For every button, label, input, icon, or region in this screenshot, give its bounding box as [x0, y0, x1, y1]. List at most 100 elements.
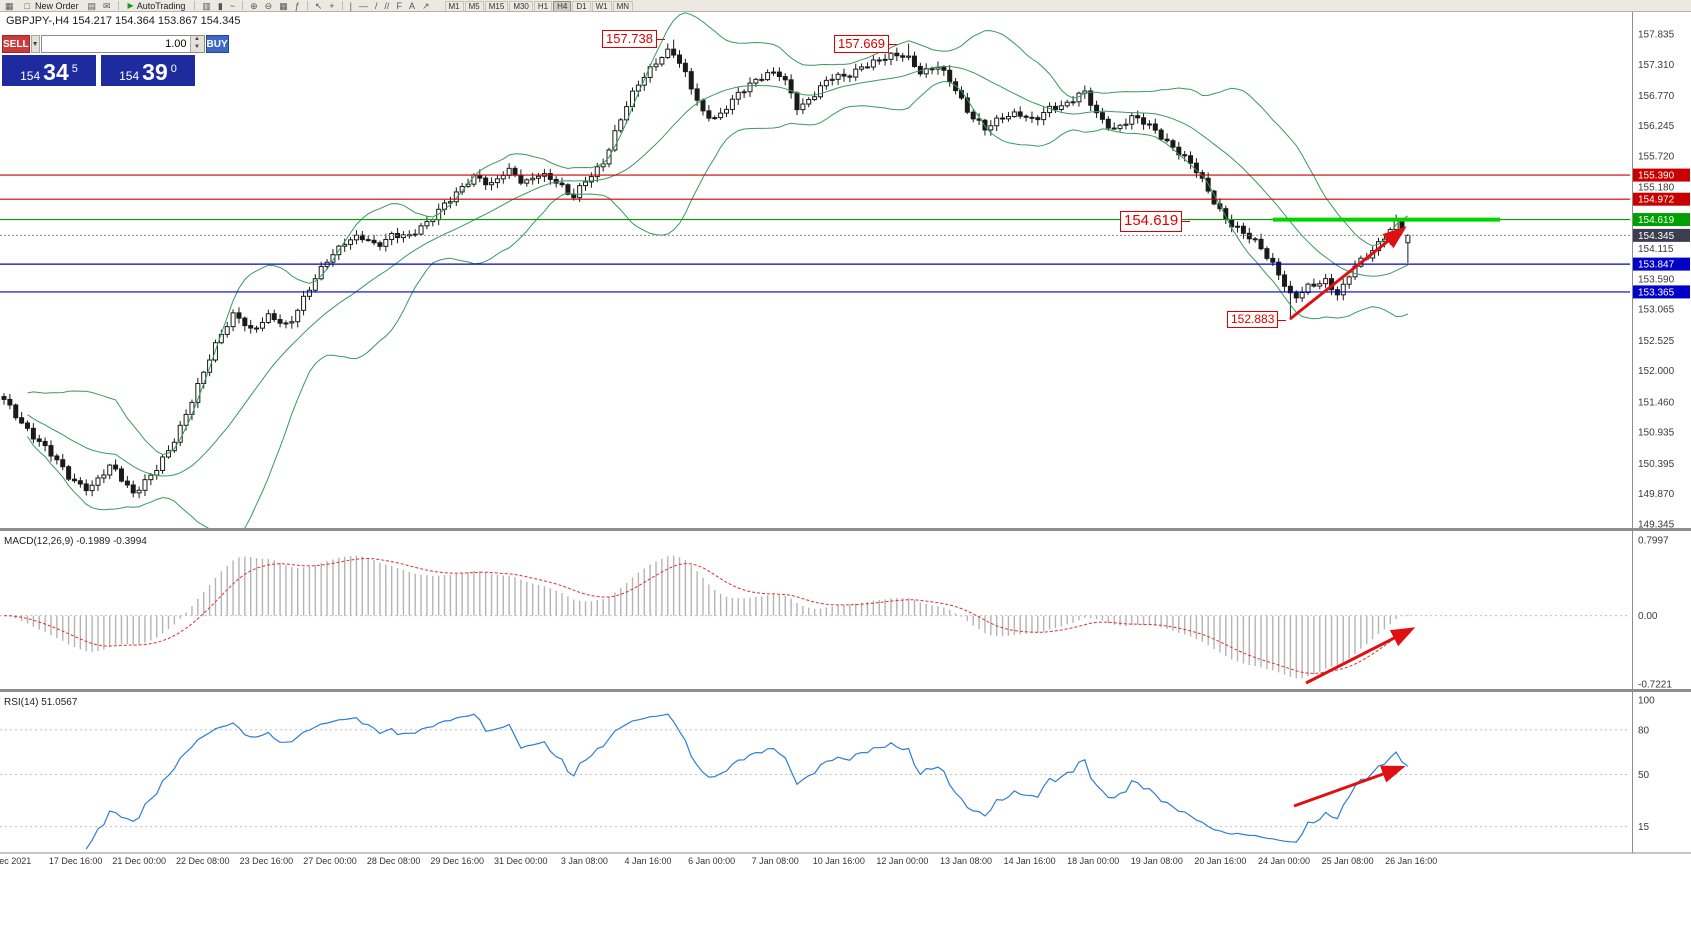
price-annotation-154.619[interactable]: 154.619: [1120, 211, 1191, 232]
price-tag-label: 153.847: [1638, 260, 1675, 271]
volume-stepper: ▲ ▼: [189, 36, 204, 52]
time-axis-label: Dec 2021: [0, 856, 32, 866]
panel-separator[interactable]: [0, 528, 1691, 531]
price-axis-label: 154.115: [1638, 244, 1674, 255]
mail-icon[interactable]: ✉: [102, 1, 111, 11]
price-axis-label: 157.310: [1638, 60, 1675, 71]
timeframe-group: M1 M5 M15 M30 H1 H4 D1 W1 MN: [444, 1, 634, 11]
timeframe-button-d1[interactable]: D1: [572, 1, 591, 11]
trendline-icon[interactable]: /: [374, 1, 378, 11]
crosshair-icon[interactable]: +: [329, 1, 335, 11]
timeframe-button-m30[interactable]: M30: [509, 1, 533, 11]
bollinger-middle-line: [27, 65, 1409, 477]
candlestick-chart-icon[interactable]: ▮: [217, 1, 223, 11]
rsi-axis-label: 80: [1638, 725, 1650, 736]
panel-separator[interactable]: [0, 689, 1691, 692]
price-axis-label: 155.720: [1638, 152, 1675, 163]
volume-increment-button[interactable]: ▲: [190, 36, 204, 44]
timeframe-button-m5[interactable]: M5: [464, 1, 484, 11]
time-axis-label: 20 Jan 16:00: [1194, 856, 1247, 866]
bar-chart-icon[interactable]: ▥: [202, 1, 211, 11]
toolbar-separator: [341, 1, 343, 10]
buy-button[interactable]: BUY: [205, 35, 229, 53]
price-annotation-157.738[interactable]: 157.738: [602, 30, 665, 49]
toolbar-separator: [194, 1, 196, 10]
zoom-in-icon[interactable]: ⊕: [250, 1, 258, 11]
chart-window-icon[interactable]: ▤: [87, 1, 96, 11]
macd-axis-label: 0.00: [1638, 611, 1658, 622]
time-axis: Dec 2021 17 Dec 16:00 21 Dec 00:00 22 Dec 0…: [0, 856, 1691, 870]
sell-price-point: 5: [71, 63, 78, 75]
candles-group: [1, 39, 1411, 499]
time-axis-label: 22 Dec 08:00: [176, 856, 230, 866]
price-axis-label: 156.770: [1638, 91, 1675, 102]
new-order-icon: □: [24, 1, 30, 11]
price-tag-label: 155.390: [1638, 171, 1675, 182]
trend-arrow-2[interactable]: [1305, 627, 1416, 685]
volume-decrement-button[interactable]: ▼: [190, 44, 204, 52]
trend-arrow-1[interactable]: [1289, 226, 1407, 321]
time-axis-label: 3 Jan 08:00: [560, 856, 608, 866]
macd-axis-label: -0.7221: [1638, 679, 1672, 690]
new-chart-icon[interactable]: ▦: [5, 1, 14, 11]
time-axis-label: 12 Jan 00:00: [876, 856, 929, 866]
channel-icon[interactable]: //: [384, 1, 390, 11]
price-tag-label: 153.365: [1638, 287, 1675, 298]
price-axis-label: 150.935: [1638, 428, 1675, 439]
vertical-line-icon[interactable]: |: [349, 1, 352, 11]
timeframe-button-h1[interactable]: H1: [533, 1, 553, 11]
timeframe-button-mn[interactable]: MN: [612, 1, 634, 11]
price-axis-label: 153.590: [1638, 274, 1675, 285]
text-icon[interactable]: A: [408, 1, 415, 11]
volume-input[interactable]: [41, 36, 190, 52]
buy-price-display[interactable]: 154 39 0: [101, 55, 195, 86]
price-tag-155.390: [1633, 168, 1690, 182]
autotrading-label: AutoTrading: [136, 1, 186, 11]
rsi-indicator-label: RSI(14) 51.0567: [4, 697, 78, 708]
timeframe-button-h4[interactable]: H4: [553, 1, 572, 11]
trend-arrow-3[interactable]: [1293, 765, 1406, 808]
arrow-tool-icon[interactable]: ↗: [421, 1, 430, 11]
time-axis-label: 18 Jan 00:00: [1067, 856, 1120, 866]
price-axis-label: 152.000: [1638, 366, 1675, 377]
price-axis-label: 149.345: [1638, 519, 1675, 530]
time-axis-label: 21 Dec 00:00: [112, 856, 166, 866]
line-chart-icon[interactable]: ~: [229, 1, 236, 11]
bollinger-lower-line: [27, 80, 1409, 528]
fibonacci-icon[interactable]: F: [396, 1, 402, 11]
timeframe-button-m15[interactable]: M15: [484, 1, 509, 11]
timeframe-button-w1[interactable]: W1: [591, 1, 612, 11]
price-annotation-152.883[interactable]: 152.883: [1227, 311, 1287, 328]
price-axis-label: 151.460: [1638, 397, 1675, 408]
time-axis-label: 7 Jan 08:00: [751, 856, 799, 866]
price-axis-label: 153.065: [1638, 305, 1675, 316]
volume-dropdown-button[interactable]: ▼: [30, 35, 40, 53]
time-axis-label: 10 Jan 16:00: [812, 856, 865, 866]
chart-symbol-ohlc: GBPJPY-,H4 154.217 154.364 153.867 154.3…: [6, 15, 241, 27]
time-axis-label: 4 Jan 16:00: [624, 856, 672, 866]
price-axis-label: 149.870: [1638, 489, 1675, 500]
indicators-icon[interactable]: ƒ: [294, 1, 300, 11]
buy-price-major: 154: [119, 69, 140, 83]
price-axis-label: 156.245: [1638, 121, 1675, 132]
timeframe-button-m1[interactable]: M1: [444, 1, 464, 11]
sell-button[interactable]: SELL: [2, 35, 30, 53]
rsi-line: [85, 713, 1409, 850]
price-annotation-157.669[interactable]: 157.669: [834, 35, 897, 54]
price-axis-label: 155.180: [1638, 183, 1675, 194]
zoom-out-icon[interactable]: ⊖: [264, 1, 273, 11]
sell-price-display[interactable]: 154 34 5: [2, 55, 96, 86]
time-axis-label: 25 Jan 08:00: [1321, 856, 1374, 866]
price-tag-153.365: [1633, 285, 1690, 299]
horizontal-line-icon[interactable]: —: [358, 1, 368, 11]
time-axis-label: 28 Dec 08:00: [366, 856, 421, 866]
time-axis-label: 6 Jan 00:00: [688, 856, 736, 866]
tile-windows-icon[interactable]: ▦: [279, 1, 288, 11]
time-axis-label: 17 Dec 16:00: [48, 856, 103, 866]
cursor-icon[interactable]: ↖: [314, 1, 323, 11]
autotrading-button[interactable]: ▶ AutoTrading: [124, 1, 190, 11]
sell-price-pips: 34: [43, 59, 69, 85]
new-order-button[interactable]: □ New Order: [19, 1, 83, 11]
